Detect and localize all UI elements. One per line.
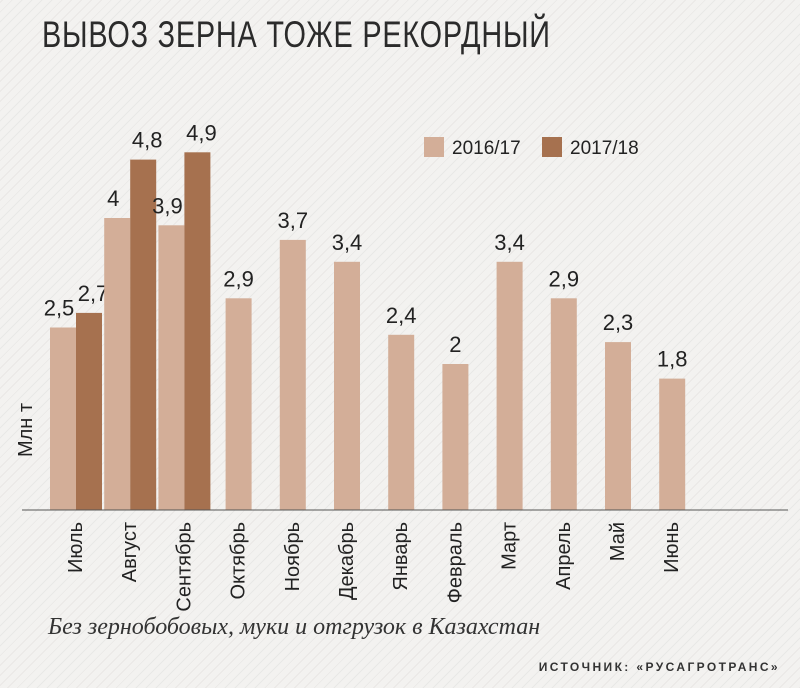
- value-label-2016-17-6: 2,4: [386, 303, 417, 328]
- bar-2017-18-1: [130, 159, 157, 510]
- x-tick-label-7: Февраль: [444, 522, 466, 603]
- chart-note: Без зернобобовых, муки и отгрузок в Каза…: [48, 614, 541, 640]
- bar-2016-17-3: [225, 298, 252, 510]
- bar-2016-17-4: [279, 239, 306, 510]
- x-tick-label-11: Июнь: [661, 522, 683, 573]
- legend-label-2017-18: 2017/18: [570, 138, 639, 159]
- x-tick-label-1: Август: [119, 522, 141, 582]
- value-label-2016-17-9: 2,9: [549, 266, 580, 291]
- value-label-2016-17-10: 2,3: [603, 310, 634, 335]
- value-label-2016-17-0: 2,5: [44, 296, 75, 321]
- bar-2016-17-1: [104, 218, 131, 510]
- bar-2016-17-10: [605, 342, 631, 510]
- bar-2016-17-7: [442, 364, 469, 510]
- legend-swatch-2017-18: [542, 137, 562, 157]
- value-label-2016-17-3: 2,9: [223, 266, 254, 291]
- value-label-2016-17-7: 2: [449, 332, 461, 357]
- bar-2016-17-0: [50, 327, 76, 510]
- x-tick-label-2: Сентябрь: [173, 522, 195, 612]
- legend-swatch-2016-17: [424, 137, 444, 157]
- legend-label-2016-17: 2016/17: [452, 138, 521, 159]
- x-ticks-group: Июль Август Сентябрь Октябрь Ноябрь Декабрь Ян…: [65, 522, 683, 612]
- x-tick-label-0: Июль: [65, 522, 87, 573]
- bar-2016-17-2: [158, 225, 185, 511]
- bar-2017-18-2: [184, 152, 211, 511]
- x-tick-label-9: Апрель: [553, 522, 575, 590]
- bar-2017-18-0: [76, 312, 102, 510]
- x-tick-label-5: Декабрь: [336, 522, 358, 600]
- value-label-2016-17-4: 3,7: [278, 208, 309, 233]
- bar-2016-17-9: [550, 298, 577, 510]
- bars-group: 2,52,7 4 4,8 3,9 4,9 2,9 3,7 3,4 2,4 2 3,4 2,9 2,3 1,…: [44, 120, 688, 511]
- y-axis-label: Млн т: [15, 403, 37, 457]
- x-tick-label-8: Март: [499, 522, 521, 570]
- x-tick-label-10: Май: [607, 522, 629, 561]
- bar-2016-17-5: [334, 261, 360, 510]
- x-tick-label-6: Январь: [390, 522, 412, 591]
- bar-2016-17-11: [659, 378, 686, 510]
- legend: 2016/17 2017/18: [424, 137, 639, 159]
- bar-2016-17-8: [496, 261, 523, 510]
- value-label-2017-18-2: 4,9: [186, 120, 217, 145]
- value-label-2017-18-1: 4,8: [132, 128, 163, 153]
- value-label-2016-17-8: 3,4: [494, 230, 525, 255]
- value-label-2016-17-1: 4: [107, 186, 119, 211]
- x-tick-label-3: Октябрь: [228, 522, 250, 600]
- bar-2016-17-6: [388, 334, 415, 510]
- value-label-2016-17-11: 1,8: [657, 347, 688, 372]
- value-label-2017-18-0: 2,7: [78, 281, 109, 306]
- value-label-2016-17-5: 3,4: [332, 230, 363, 255]
- chart-title: ВЫВОЗ ЗЕРНА ТОЖЕ РЕКОРДНЫЙ: [42, 14, 551, 55]
- x-tick-label-4: Ноябрь: [282, 522, 304, 591]
- value-label-2016-17-2: 3,9: [152, 193, 183, 218]
- source-label: ИСТОЧНИК: «РУСАГРОТРАНС»: [538, 660, 780, 674]
